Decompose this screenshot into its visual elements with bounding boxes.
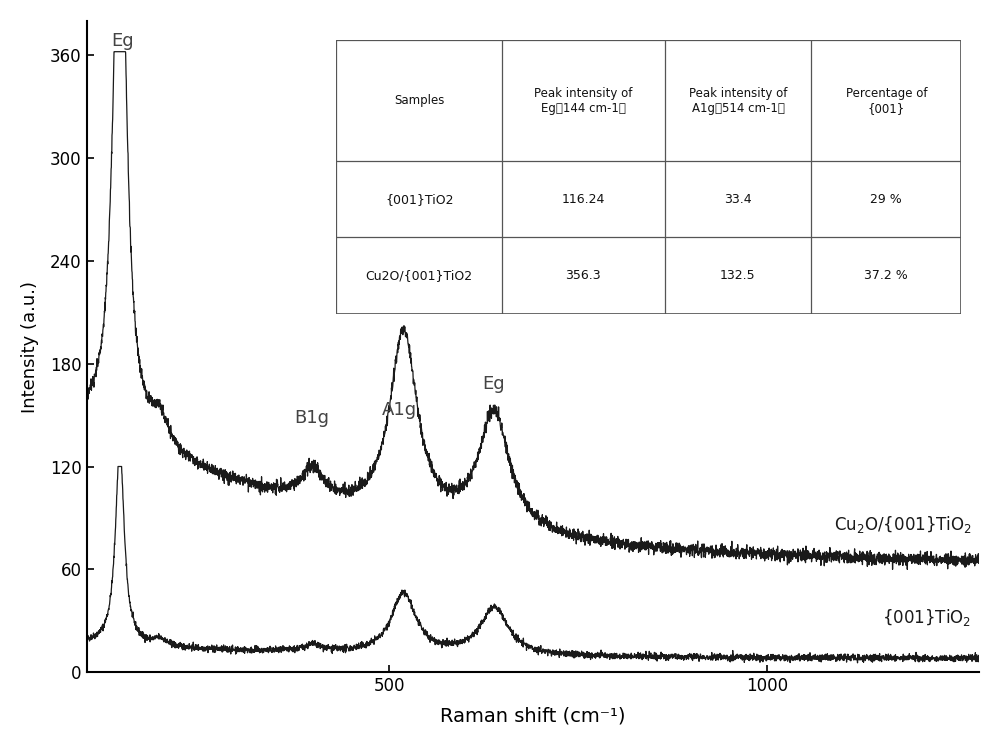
- X-axis label: Raman shift (cm⁻¹): Raman shift (cm⁻¹): [440, 706, 626, 725]
- Text: Eg: Eg: [112, 32, 134, 50]
- Y-axis label: Intensity (a.u.): Intensity (a.u.): [21, 280, 39, 413]
- Text: B1g: B1g: [294, 409, 329, 427]
- Text: Eg: Eg: [482, 374, 505, 393]
- Text: A1g: A1g: [382, 401, 417, 419]
- Text: {001}TiO$_2$: {001}TiO$_2$: [882, 606, 972, 628]
- Text: Cu$_2$O/{001}TiO$_2$: Cu$_2$O/{001}TiO$_2$: [834, 514, 972, 536]
